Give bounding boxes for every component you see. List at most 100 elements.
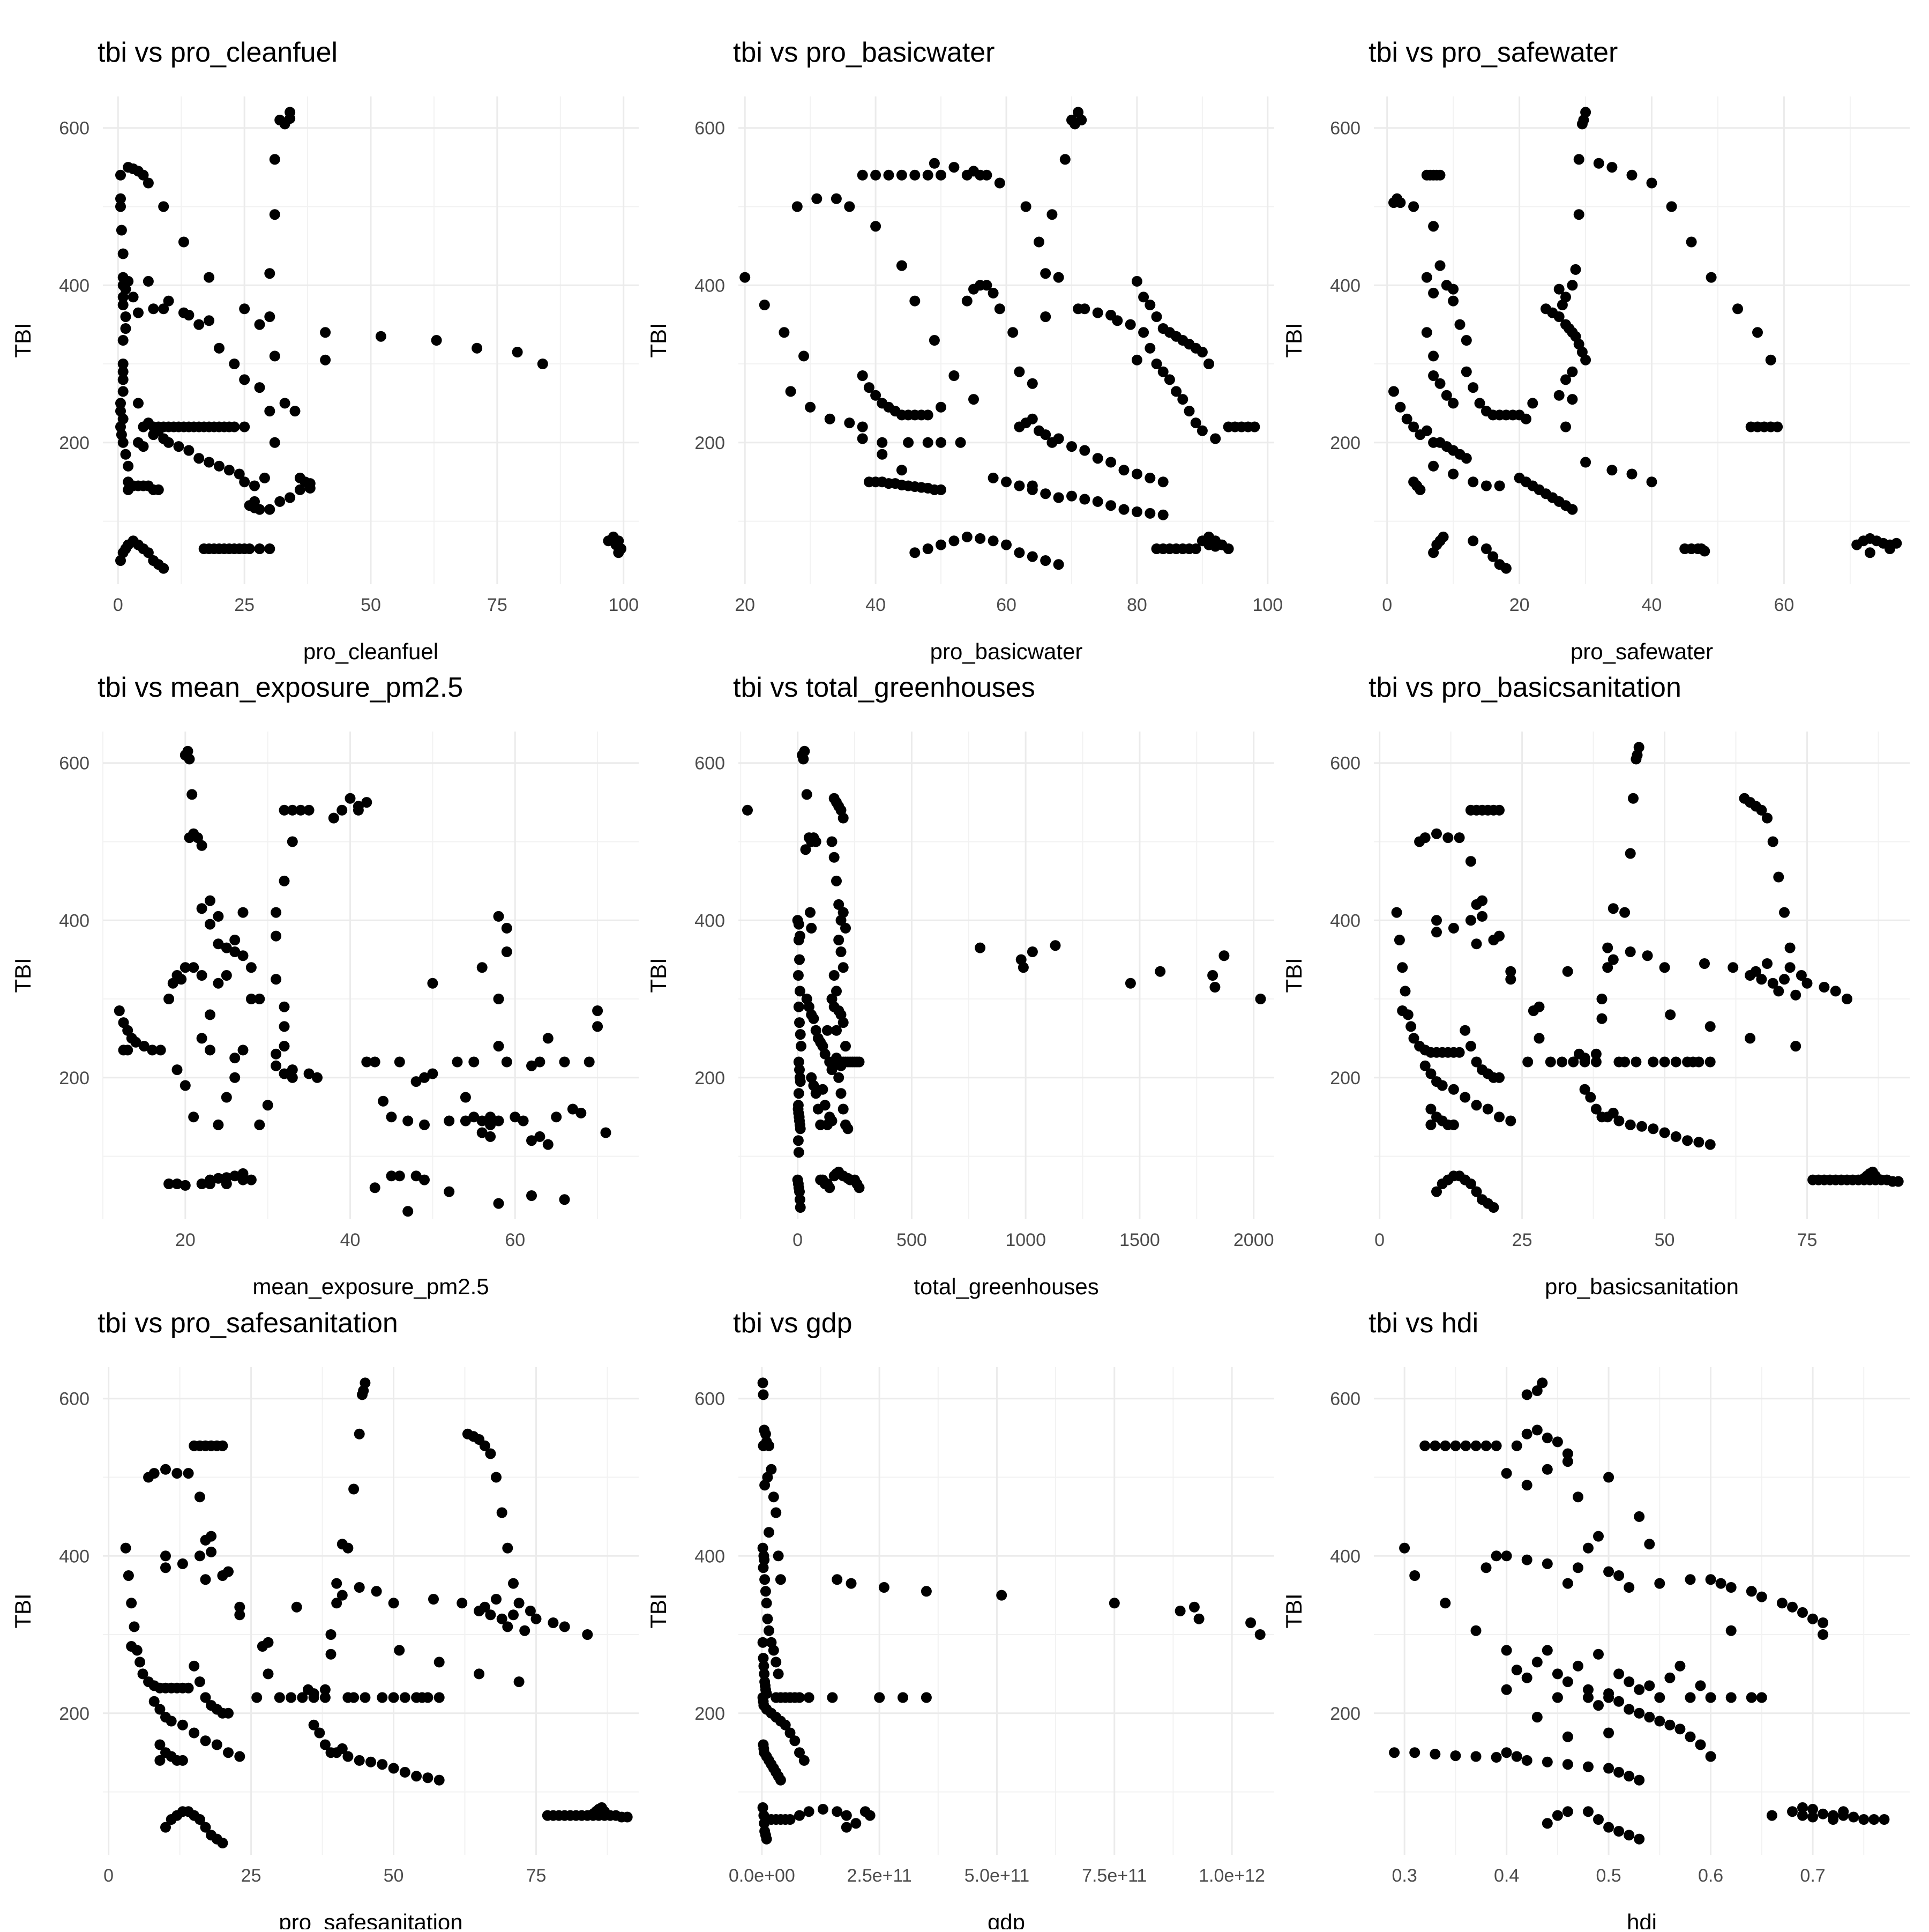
- data-point: [200, 1574, 211, 1585]
- data-point: [1585, 1092, 1596, 1103]
- data-point: [559, 1194, 570, 1205]
- data-point: [117, 366, 129, 377]
- data-point: [794, 1692, 805, 1703]
- data-point: [160, 1822, 171, 1833]
- y-tick-label: 400: [1330, 1546, 1360, 1567]
- data-point: [1400, 986, 1411, 997]
- data-point: [229, 359, 240, 369]
- data-point: [295, 804, 306, 816]
- data-point: [794, 1064, 805, 1076]
- data-point: [1405, 1021, 1417, 1032]
- data-point: [1705, 1751, 1716, 1762]
- data-point: [204, 272, 215, 283]
- data-point: [386, 1112, 397, 1123]
- data-point: [365, 1756, 376, 1767]
- grid-lines: [103, 96, 639, 584]
- data-point: [1460, 1092, 1471, 1103]
- data-point: [1613, 1766, 1625, 1778]
- data-point: [354, 1582, 365, 1593]
- data-point: [1394, 935, 1405, 945]
- data-point: [936, 539, 946, 550]
- data-point: [1425, 1068, 1437, 1079]
- data-point: [793, 1147, 804, 1158]
- data-point: [1542, 1818, 1553, 1829]
- data-point: [1450, 1440, 1461, 1451]
- data-point: [1434, 260, 1446, 271]
- data-point: [1511, 1440, 1522, 1451]
- data-point: [534, 1131, 545, 1142]
- data-point: [793, 1088, 804, 1099]
- data-point: [1807, 1803, 1818, 1815]
- data-point: [188, 962, 199, 973]
- y-tick-label: 400: [1330, 911, 1360, 931]
- data-point: [160, 1464, 171, 1475]
- data-point: [1431, 1186, 1442, 1197]
- data-point: [303, 804, 315, 816]
- data-point: [1505, 1115, 1516, 1127]
- data-point: [474, 1668, 485, 1680]
- data-point: [143, 547, 154, 558]
- data-point: [196, 903, 207, 914]
- x-axis-label: pro_safesanitation: [279, 1909, 462, 1929]
- data-point: [1797, 1802, 1808, 1813]
- data-point: [1125, 978, 1136, 989]
- data-point: [896, 465, 907, 476]
- data-point: [433, 1774, 445, 1786]
- data-point: [1454, 319, 1466, 330]
- data-point: [817, 1803, 828, 1815]
- data-point: [799, 745, 810, 757]
- data-point: [189, 1660, 200, 1672]
- data-point: [1579, 1053, 1590, 1064]
- data-point: [1613, 1115, 1625, 1127]
- data-point: [857, 433, 868, 444]
- data-point: [1864, 547, 1875, 558]
- data-point: [844, 417, 855, 429]
- data-point: [1494, 480, 1505, 491]
- data-point: [909, 547, 921, 558]
- data-point: [388, 1598, 399, 1609]
- data-point: [192, 832, 203, 844]
- data-point: [948, 162, 960, 173]
- data-point: [1625, 1119, 1636, 1130]
- data-point: [1138, 292, 1149, 303]
- data-point: [1613, 1696, 1625, 1707]
- data-point: [1633, 742, 1644, 753]
- y-axis-label: TBI: [10, 1593, 35, 1628]
- data-point: [1145, 508, 1156, 519]
- data-point: [457, 1598, 468, 1609]
- data-point: [196, 840, 207, 851]
- data-point: [360, 1377, 371, 1389]
- data-point: [444, 1115, 455, 1127]
- data-points: [739, 107, 1260, 570]
- data-point: [176, 974, 187, 985]
- x-tick-label: 2.5e+11: [847, 1866, 911, 1886]
- data-point: [287, 804, 298, 816]
- data-point: [592, 1021, 603, 1032]
- data-point: [1580, 457, 1591, 468]
- data-point: [811, 193, 823, 204]
- data-point: [419, 1174, 430, 1185]
- data-point: [1779, 907, 1790, 918]
- data-point: [1040, 555, 1051, 566]
- data-point: [163, 437, 174, 448]
- x-tick-label: 20: [175, 1230, 196, 1250]
- x-tick-label: 25: [241, 1866, 261, 1886]
- data-point: [1659, 962, 1670, 973]
- data-point: [1784, 942, 1796, 953]
- data-point: [780, 1719, 791, 1730]
- data-point: [1567, 394, 1578, 405]
- chart-title: tbi vs gdp: [733, 1308, 853, 1339]
- y-tick-label: 600: [59, 754, 89, 774]
- data-point: [325, 1629, 337, 1640]
- grid-lines: [738, 732, 1274, 1219]
- data-point: [1567, 366, 1578, 377]
- data-point: [279, 1021, 290, 1032]
- data-point: [936, 437, 946, 448]
- data-point: [279, 875, 290, 886]
- data-point: [1521, 1672, 1532, 1683]
- data-point: [1421, 272, 1432, 283]
- data-point: [828, 970, 840, 981]
- data-point: [205, 895, 215, 906]
- data-point: [1076, 115, 1087, 125]
- data-point: [1184, 406, 1195, 417]
